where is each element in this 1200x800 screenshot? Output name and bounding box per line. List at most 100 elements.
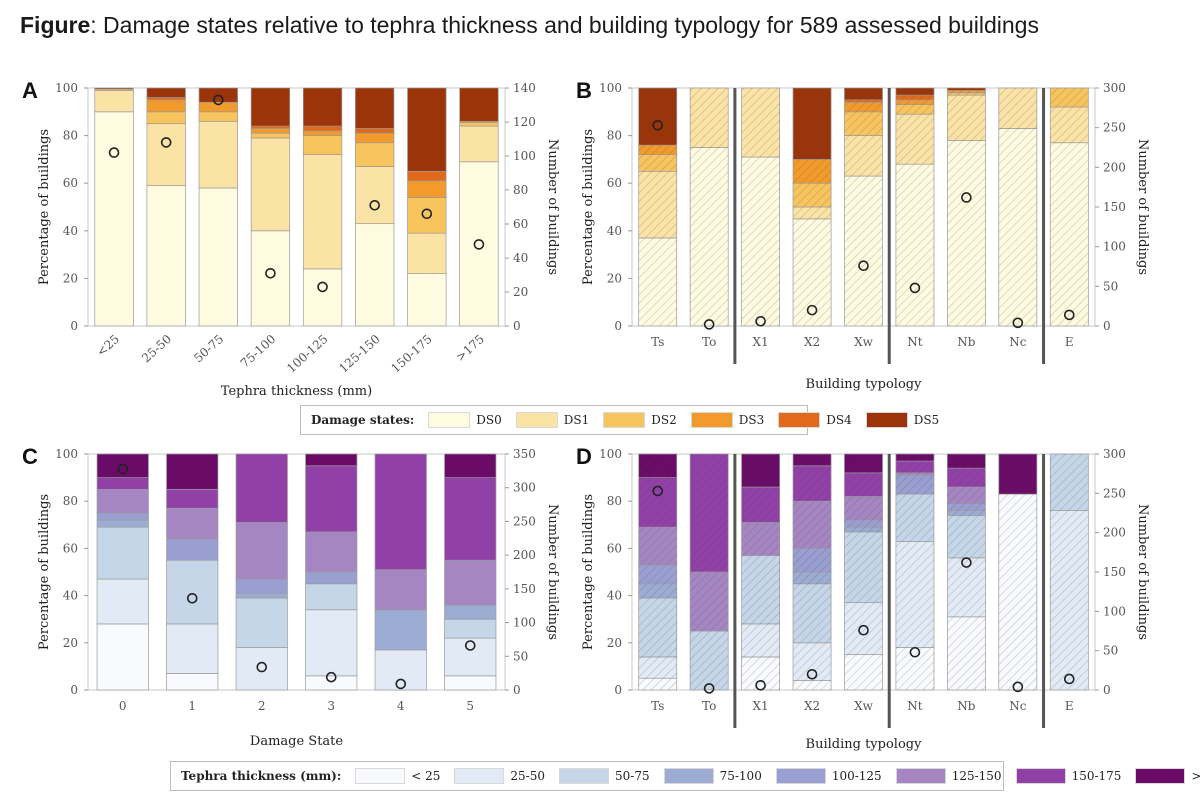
bar-segment bbox=[444, 675, 497, 691]
bar-hatch bbox=[998, 128, 1037, 326]
x-tick-label: 50-75 bbox=[191, 332, 226, 366]
building-count-marker bbox=[160, 137, 172, 148]
y-tick-label: 80 bbox=[63, 494, 78, 508]
bar-hatch bbox=[793, 501, 832, 549]
y-tick-label: 0 bbox=[614, 319, 622, 333]
bar-segment bbox=[146, 99, 186, 113]
bar-hatch bbox=[844, 99, 883, 103]
x-tick-label: Nc bbox=[1009, 699, 1027, 713]
x-tick-label: 3 bbox=[327, 699, 335, 713]
y2-tick-label: 80 bbox=[513, 183, 528, 197]
bar-segment bbox=[407, 197, 447, 234]
y-tick-label: 60 bbox=[607, 541, 622, 555]
legend-label: DS0 bbox=[476, 413, 502, 427]
y-tick-label: 60 bbox=[607, 176, 622, 190]
bar-hatch bbox=[690, 88, 729, 148]
bar-hatch bbox=[741, 157, 780, 326]
y2-axis-label: Number of buildings bbox=[1135, 139, 1150, 275]
legend-swatch bbox=[778, 412, 821, 428]
bar-hatch bbox=[947, 468, 986, 488]
x-tick-label: Nt bbox=[907, 699, 923, 713]
bar-hatch bbox=[638, 454, 677, 478]
bar-segment bbox=[166, 453, 219, 490]
legend-label: DS5 bbox=[913, 413, 940, 427]
bar-hatch bbox=[690, 147, 729, 326]
tephra-legend-title: Tephra thickness (mm): bbox=[181, 769, 342, 783]
bar-hatch bbox=[895, 475, 934, 495]
legend-label: 150-175 bbox=[1071, 769, 1122, 783]
x-tick-label: X1 bbox=[753, 699, 769, 713]
bar-hatch bbox=[947, 140, 986, 326]
x-tick-label: To bbox=[702, 335, 716, 349]
y2-tick-label: 250 bbox=[1103, 121, 1126, 135]
bar-segment bbox=[166, 507, 219, 540]
y2-tick-label: 300 bbox=[1103, 447, 1126, 461]
legend-item: 150-175 bbox=[1015, 768, 1122, 784]
legend-item: 100-125 bbox=[775, 768, 882, 784]
y2-tick-label: 150 bbox=[1103, 200, 1126, 214]
bar-hatch bbox=[947, 616, 986, 690]
y2-tick-label: 200 bbox=[1103, 526, 1126, 540]
y2-tick-label: 200 bbox=[1103, 160, 1126, 174]
panel-b: B 0 20 40 60 80 100 0 50 100 150 200 250 300 Percentag… bbox=[576, 78, 1150, 392]
bar-segment bbox=[94, 111, 134, 327]
legend-item: 25-50 bbox=[454, 768, 545, 784]
y-tick-label: 20 bbox=[63, 271, 78, 285]
y-tick-label: 0 bbox=[614, 683, 622, 697]
bar-hatch bbox=[741, 487, 780, 523]
legend-label: 75-100 bbox=[719, 769, 762, 783]
building-count-marker bbox=[909, 282, 921, 294]
bar-segment bbox=[302, 268, 343, 327]
bar-hatch bbox=[793, 159, 832, 184]
y2-tick-label: 120 bbox=[513, 115, 536, 129]
panel-c: C020406080100050100150200250300350Percen… bbox=[22, 444, 560, 749]
bar-hatch bbox=[638, 145, 677, 155]
y-axis-label: Percentage of buildings bbox=[581, 494, 596, 650]
bar-segment bbox=[250, 87, 291, 127]
tephra-thickness-legend: Tephra thickness (mm): < 25 25-50 50-75 75-… bbox=[170, 761, 1200, 791]
legend-swatch bbox=[515, 412, 558, 428]
bar-hatch bbox=[793, 572, 832, 584]
bar-segment bbox=[146, 111, 186, 125]
building-count-marker bbox=[213, 94, 224, 106]
bar-segment bbox=[302, 87, 343, 127]
bar-hatch bbox=[844, 454, 883, 473]
bar-segment bbox=[302, 154, 343, 270]
x-tick-label: E bbox=[1065, 335, 1074, 349]
bar-hatch bbox=[741, 555, 780, 624]
bar-hatch bbox=[895, 99, 934, 105]
bar-segment bbox=[459, 161, 499, 327]
building-count-marker bbox=[703, 683, 715, 694]
legend-swatch bbox=[355, 768, 406, 784]
legend-item: DS4 bbox=[778, 412, 852, 428]
x-tick-label: 0 bbox=[119, 699, 127, 713]
bar-hatch bbox=[895, 461, 934, 473]
bar-segment bbox=[250, 128, 291, 134]
bar-hatch bbox=[793, 465, 832, 502]
bar-hatch bbox=[844, 111, 883, 136]
legend-item: DS3 bbox=[690, 412, 764, 428]
legend-swatch bbox=[1015, 768, 1066, 784]
bar-segment bbox=[305, 609, 358, 677]
building-count-marker bbox=[909, 646, 921, 658]
bar-segment bbox=[146, 185, 186, 327]
legend-item: DS5 bbox=[865, 412, 940, 428]
x-tick-label: 125-150 bbox=[336, 332, 382, 376]
bar-segment bbox=[407, 180, 447, 198]
bar-hatch bbox=[793, 88, 832, 160]
y-tick-label: 100 bbox=[599, 447, 622, 461]
bar-segment bbox=[146, 123, 186, 186]
bar-hatch bbox=[1050, 142, 1089, 326]
y-axis-label: Percentage of buildings bbox=[37, 129, 52, 285]
x-tick-label: <25 bbox=[94, 332, 122, 359]
bar-hatch bbox=[947, 454, 986, 469]
bar-hatch bbox=[638, 597, 677, 657]
bar-hatch bbox=[844, 602, 883, 655]
x-tick-label: X2 bbox=[804, 335, 820, 349]
y2-tick-label: 50 bbox=[1103, 644, 1118, 658]
bar-segment bbox=[96, 623, 149, 691]
bar-segment bbox=[374, 649, 427, 691]
bar-hatch bbox=[844, 102, 883, 112]
bar-hatch bbox=[638, 237, 677, 326]
bar-hatch bbox=[638, 527, 677, 565]
